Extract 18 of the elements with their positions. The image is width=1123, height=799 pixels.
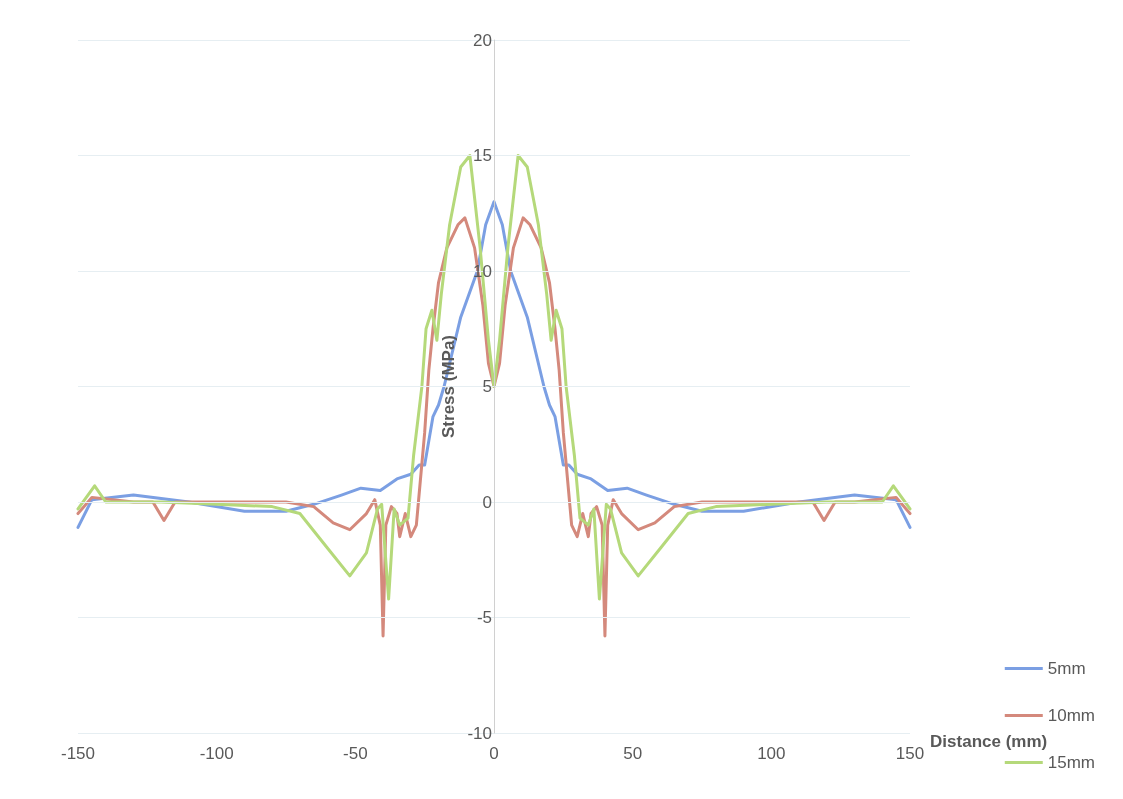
x-tick-label: 100 — [757, 744, 786, 763]
x-tick-label: 150 — [895, 744, 925, 763]
legend-label: 5mm — [1047, 659, 1086, 678]
y-tick-label: 10 — [473, 261, 492, 281]
y-tick-label: 20 — [473, 30, 492, 50]
y-tick-label: 5 — [482, 377, 492, 396]
legend-label: 10mm — [1047, 706, 1095, 725]
x-tick-label: -50 — [343, 744, 368, 763]
legend-label: 15mm — [1047, 753, 1095, 772]
x-tick-label: -100 — [199, 744, 234, 763]
x-tick-label: -150 — [60, 744, 96, 763]
y-axis-title: Stress (MPa) — [438, 335, 458, 438]
y-tick-label: -10 — [467, 723, 492, 743]
y-tick-label: 0 — [482, 492, 492, 512]
y-tick-label: -5 — [476, 608, 492, 627]
x-axis-title: Distance (mm) — [930, 732, 1048, 751]
x-tick-label: 50 — [623, 744, 643, 763]
y-tick-label: 15 — [473, 146, 492, 165]
